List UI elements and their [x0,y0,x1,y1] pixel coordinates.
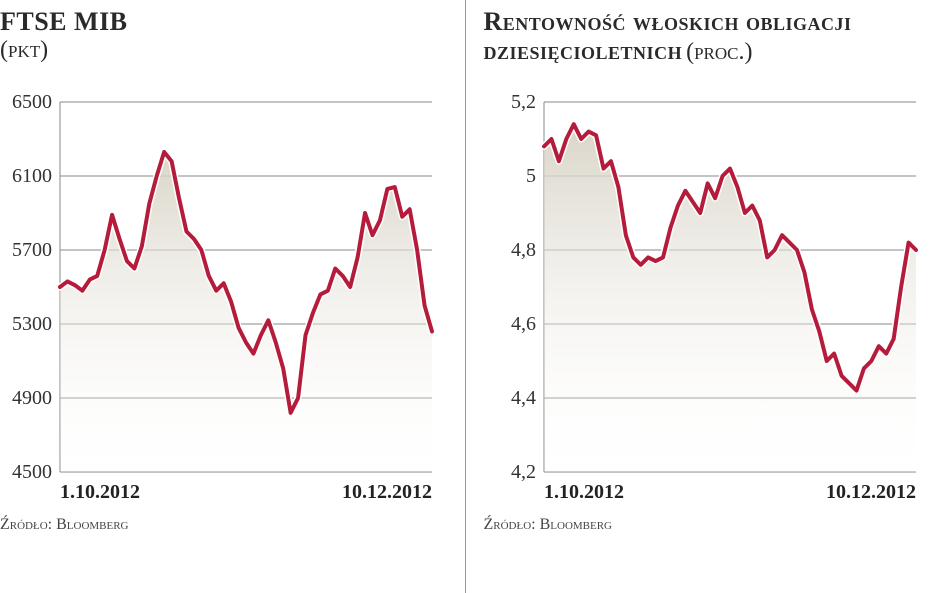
chart-title: FTSE MIB [0,7,128,36]
svg-text:4500: 4500 [12,461,52,483]
svg-text:10.12.2012: 10.12.2012 [826,481,916,503]
chart-source: Źródło: Bloomberg [0,516,455,534]
chart-svg: 4,2 4,4 4,6 4,8 5 5,2 1.10.2012 10.12.2012 [484,92,924,512]
svg-text:4,2: 4,2 [511,461,536,483]
chart-svg: 4500 4900 5300 5700 6100 6500 1.10.2012 10.12.2… [0,92,440,512]
svg-text:1.10.2012: 1.10.2012 [60,481,140,503]
svg-text:4,4: 4,4 [511,387,536,409]
chart-panel-left: FTSE MIB (pkt) 4500 4900 5300 5700 6100 6500 1… [0,0,465,593]
svg-text:4900: 4900 [12,387,52,409]
svg-text:1.10.2012: 1.10.2012 [544,481,624,503]
chart-source: Źródło: Bloomberg [484,516,939,534]
svg-text:4,8: 4,8 [511,239,536,261]
svg-text:6500: 6500 [12,92,52,113]
chart-unit: (pkt) [0,37,48,63]
chart-area-right: 4,2 4,4 4,6 4,8 5 5,2 1.10.2012 10.12.2012 [484,92,924,512]
svg-text:5300: 5300 [12,313,52,335]
svg-text:5,2: 5,2 [511,92,536,113]
chart-title: Rentowność włoskich obligacji dziesięcio… [484,7,852,65]
svg-text:10.12.2012: 10.12.2012 [342,481,432,503]
chart-area-left: 4500 4900 5300 5700 6100 6500 1.10.2012 10.12.2… [0,92,440,512]
chart-unit: (proc.) [686,39,752,65]
svg-text:4,6: 4,6 [511,313,536,335]
chart-title-block: Rentowność włoskich obligacji dziesięcio… [484,8,939,86]
chart-title-block: FTSE MIB (pkt) [0,8,455,86]
svg-text:5: 5 [526,165,536,187]
chart-panel-right: Rentowność włoskich obligacji dziesięcio… [465,0,948,593]
svg-text:5700: 5700 [12,239,52,261]
svg-text:6100: 6100 [12,165,52,187]
